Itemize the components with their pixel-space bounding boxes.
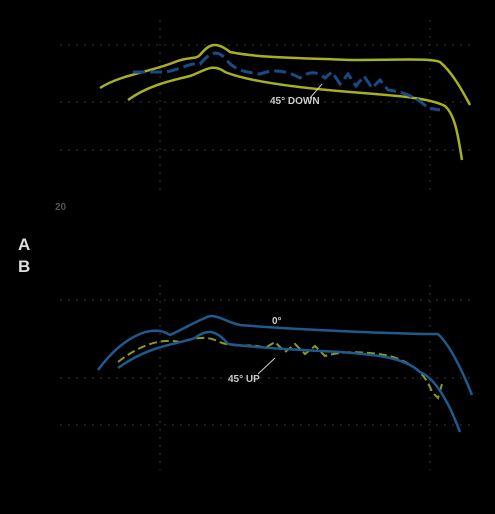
0-degree-curve: [96, 314, 474, 396]
panel-label: A: [18, 235, 30, 254]
45-up-curve: [117, 330, 462, 433]
annotation-pointer: [309, 83, 323, 99]
annotation-pointer: [257, 357, 276, 375]
45-down-curve: [133, 51, 441, 112]
lower-curve: [127, 66, 464, 161]
panel-label: B: [18, 257, 30, 276]
annotation: 0°: [272, 316, 282, 327]
x-start-label: 20: [55, 202, 67, 213]
panel-a-grid: [60, 20, 470, 195]
upper-curve: [99, 43, 472, 106]
annotation: 45° DOWN: [270, 96, 320, 107]
annotation: 45° UP: [228, 374, 260, 385]
